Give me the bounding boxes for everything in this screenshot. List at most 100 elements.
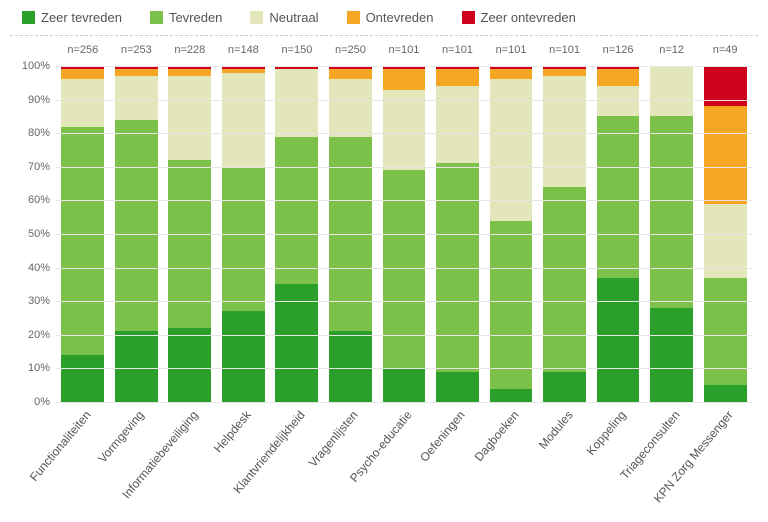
bar-segment (383, 69, 426, 89)
y-tick-label: 50% (10, 228, 50, 240)
x-label-text: Modules (535, 408, 575, 452)
x-label: Psycho-educatie (377, 402, 431, 522)
bar-segment (650, 308, 693, 402)
n-label: n=101 (549, 44, 580, 56)
x-label: Modules (538, 402, 592, 522)
legend-swatch (150, 11, 163, 24)
bar-segment (543, 187, 586, 372)
n-label: n=101 (442, 44, 473, 56)
n-label: n=148 (228, 44, 259, 56)
grid-line (56, 66, 752, 67)
bar-segment (168, 328, 211, 402)
bar-segment (275, 137, 318, 285)
y-tick-label: 20% (10, 329, 50, 341)
bar-segment (650, 116, 693, 308)
y-tick-label: 40% (10, 262, 50, 274)
y-tick-label: 10% (10, 362, 50, 374)
grid-line (56, 368, 752, 369)
n-label: n=250 (335, 44, 366, 56)
bar-segment (222, 311, 265, 402)
bar-segment (61, 355, 104, 402)
y-tick-label: 80% (10, 127, 50, 139)
n-label: n=126 (603, 44, 634, 56)
bar-segment (490, 69, 533, 79)
grid-line (56, 167, 752, 168)
bar-segment (329, 69, 372, 79)
bar-segment (597, 86, 640, 116)
grid-line (56, 234, 752, 235)
bar-segment (436, 86, 479, 163)
bar-segment (115, 69, 158, 76)
legend-swatch (462, 11, 475, 24)
x-label: Oefeningen (431, 402, 485, 522)
legend-label: Ontevreden (366, 10, 434, 25)
x-label: Informatiebeveiliging (163, 402, 217, 522)
satisfaction-stacked-bar-chart: Zeer tevreden Tevreden Neutraal Ontevreden Z… (0, 0, 768, 522)
grid-line (56, 335, 752, 336)
legend-swatch (22, 11, 35, 24)
bar-segment (168, 76, 211, 160)
legend-item: Tevreden (150, 10, 222, 25)
n-label: n=101 (389, 44, 420, 56)
bar-segment (436, 69, 479, 86)
chart-legend: Zeer tevreden Tevreden Neutraal Ontevreden Z… (10, 10, 758, 36)
bar-segment (222, 167, 265, 311)
legend-swatch (250, 11, 263, 24)
legend-item: Ontevreden (347, 10, 434, 25)
n-label: n=101 (496, 44, 527, 56)
bar-segment (543, 372, 586, 402)
legend-label: Zeer ontevreden (481, 10, 576, 25)
bar-segment (168, 69, 211, 76)
y-tick-label: 70% (10, 161, 50, 173)
x-label: KPN Zorg Messenger (698, 402, 752, 522)
bar-segment (543, 69, 586, 76)
bar-segment (329, 79, 372, 136)
y-tick-label: 100% (10, 60, 50, 72)
bar-segment (597, 116, 640, 277)
grid-line (56, 100, 752, 101)
bar-segment (597, 278, 640, 402)
n-label: n=228 (174, 44, 205, 56)
x-label-text: Helpdesk (211, 408, 254, 455)
legend-item: Zeer tevreden (22, 10, 122, 25)
legend-label: Neutraal (269, 10, 318, 25)
legend-label: Tevreden (169, 10, 222, 25)
bar-segment (650, 66, 693, 116)
legend-item: Zeer ontevreden (462, 10, 576, 25)
bar-segment (436, 372, 479, 402)
grid-line (56, 200, 752, 201)
n-label: n=49 (713, 44, 738, 56)
legend-label: Zeer tevreden (41, 10, 122, 25)
y-tick-label: 0% (10, 396, 50, 408)
plot: n=256 n=253 n=228 n=148 n=150 n=250 n=101 n=101… (56, 42, 752, 402)
bar-segment (61, 127, 104, 355)
bar-segment (490, 389, 533, 402)
grid-line (56, 301, 752, 302)
bar-segment (168, 160, 211, 328)
n-label: n=150 (281, 44, 312, 56)
bar-segment (704, 106, 747, 203)
bar-segment (222, 73, 265, 167)
bar-segment (275, 69, 318, 136)
bar-segment (490, 79, 533, 220)
plot-area: n=256n=253n=228n=148n=150n=250n=101n=101… (56, 66, 752, 402)
n-label: n=253 (121, 44, 152, 56)
bar-segment (383, 368, 426, 402)
bar-segment (61, 79, 104, 126)
bar-segment (597, 69, 640, 86)
bar-segment (383, 90, 426, 171)
x-axis-labels: FunctionaliteitenVormgevingInformatiebev… (56, 402, 752, 522)
y-tick-label: 30% (10, 295, 50, 307)
bar-segment (115, 120, 158, 332)
bar-segment (543, 76, 586, 187)
grid-line (56, 133, 752, 134)
bar-segment (329, 331, 372, 402)
legend-swatch (347, 11, 360, 24)
bar-segment (704, 204, 747, 278)
grid-line (56, 268, 752, 269)
x-label-text: Koppeling (584, 408, 629, 458)
bar-segment (490, 221, 533, 389)
n-label: n=256 (67, 44, 98, 56)
y-tick-label: 90% (10, 94, 50, 106)
bar-segment (115, 331, 158, 402)
